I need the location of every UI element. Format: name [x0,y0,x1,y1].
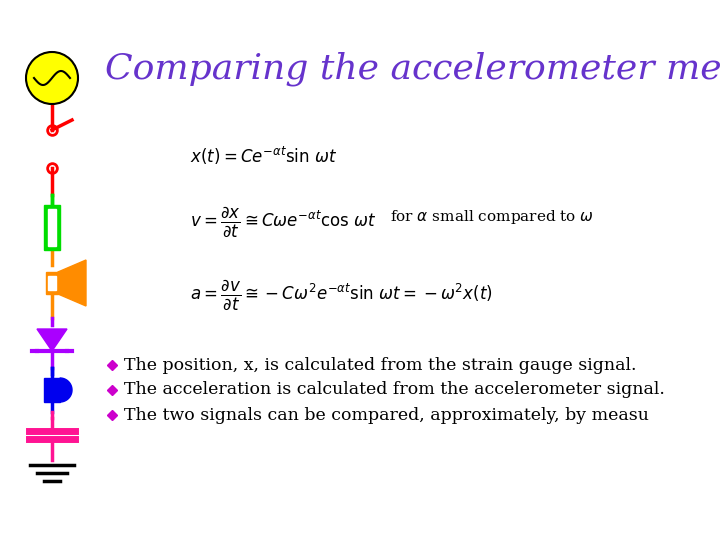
Text: The position, x, is calculated from the strain gauge signal.: The position, x, is calculated from the … [124,356,636,374]
Bar [44,378,60,402]
Bar [46,272,58,294]
Text: Comparing the accelerometer meas: Comparing the accelerometer meas [105,52,720,86]
Polygon shape [37,329,67,351]
Text: The two signals can be compared, approximately, by measu: The two signals can be compared, approxi… [124,407,649,423]
Polygon shape [60,378,72,402]
Text: for $\alpha$ small compared to $\omega$: for $\alpha$ small compared to $\omega$ [390,208,594,226]
Bar [44,205,60,250]
Circle shape [26,52,78,104]
Bar [48,276,56,290]
Text: The acceleration is calculated from the accelerometer signal.: The acceleration is calculated from the … [124,381,665,399]
Text: $x(t) = Ce^{-\alpha t}\sin\,\omega t$: $x(t) = Ce^{-\alpha t}\sin\,\omega t$ [190,145,338,167]
Polygon shape [58,260,86,306]
Bar [48,209,56,246]
Text: $v = \dfrac{\partial x}{\partial t} \cong C\omega e^{-\alpha t}\cos\,\omega t$: $v = \dfrac{\partial x}{\partial t} \con… [190,205,377,239]
Text: $a = \dfrac{\partial v}{\partial t} \cong -C\omega^2 e^{-\alpha t}\sin\,\omega t: $a = \dfrac{\partial v}{\partial t} \con… [190,278,492,312]
